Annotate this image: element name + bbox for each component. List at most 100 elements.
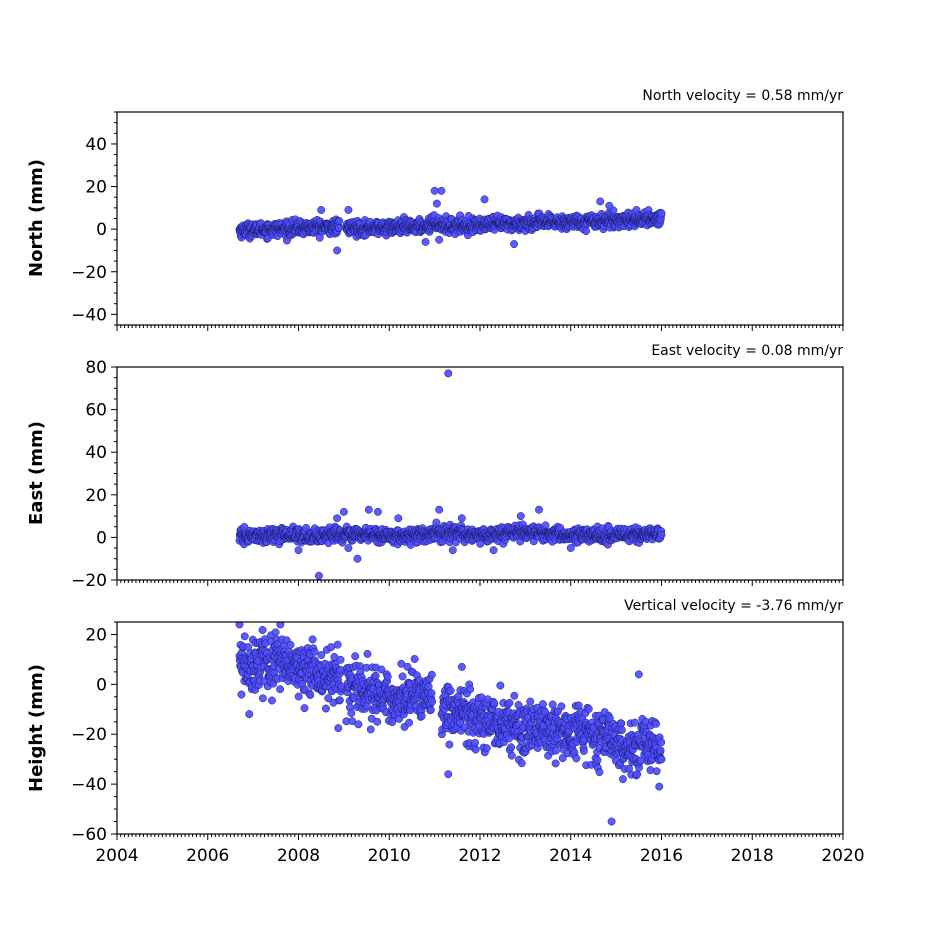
outlier-point xyxy=(437,186,446,195)
outlier-point xyxy=(276,622,285,629)
data-point xyxy=(652,767,661,776)
north-panel: North velocity = 0.58 mm/yr North (mm) −… xyxy=(26,88,844,331)
outlier-point xyxy=(314,571,323,580)
data-point xyxy=(551,759,560,768)
outlier-point xyxy=(294,546,303,555)
outlier-point xyxy=(394,514,403,523)
data-point xyxy=(579,747,588,755)
data-point xyxy=(258,694,267,703)
data-point xyxy=(496,681,505,690)
x-axis-ticks xyxy=(116,325,844,331)
data-point xyxy=(271,628,280,637)
y-tick-label: −20 xyxy=(71,571,107,591)
data-point xyxy=(335,216,344,225)
outlier-point xyxy=(566,544,575,552)
data-point xyxy=(471,745,480,754)
scatter-points xyxy=(235,186,666,255)
y-tick-label: −40 xyxy=(71,305,107,325)
data-point xyxy=(366,725,375,734)
outlier-point xyxy=(457,662,466,671)
y-tick-label: 20 xyxy=(85,486,107,506)
data-point xyxy=(268,696,276,705)
data-point xyxy=(605,714,614,723)
y-tick-label: 0 xyxy=(96,675,107,695)
height-panel: Vertical velocity = -3.76 mm/yr Height (… xyxy=(26,598,865,866)
data-point xyxy=(617,719,626,728)
outlier-point xyxy=(435,235,444,244)
data-point xyxy=(371,671,380,680)
data-point xyxy=(388,718,397,727)
data-point xyxy=(652,719,660,728)
data-point xyxy=(395,714,403,723)
outlier-point xyxy=(634,670,643,679)
data-point xyxy=(286,640,295,649)
height-velocity-annotation: Vertical velocity = -3.76 mm/yr xyxy=(624,598,843,614)
data-point xyxy=(310,647,319,656)
outlier-point xyxy=(430,186,439,195)
data-point xyxy=(551,746,560,755)
data-point xyxy=(445,740,454,749)
outlier-point xyxy=(596,197,605,206)
x-tick-label: 2008 xyxy=(277,846,320,866)
outlier-point xyxy=(317,206,326,214)
outlier-point xyxy=(618,775,627,784)
data-point xyxy=(630,718,639,727)
data-point xyxy=(617,726,626,735)
outlier-point xyxy=(435,505,444,514)
data-point xyxy=(582,227,591,236)
outlier-point xyxy=(480,195,489,204)
y-tick-label: 80 xyxy=(85,358,107,378)
data-point xyxy=(258,626,267,634)
x-tick-label: 2010 xyxy=(368,846,411,866)
scatter-points xyxy=(235,369,666,580)
outlier-point xyxy=(607,817,616,826)
data-point xyxy=(398,672,407,681)
outlier-point xyxy=(373,507,382,516)
data-point xyxy=(526,697,535,706)
north-ylabel: North (mm) xyxy=(26,159,47,277)
data-point xyxy=(446,686,455,695)
x-tick-label: 2020 xyxy=(821,846,864,866)
outlier-point xyxy=(510,240,518,249)
data-point xyxy=(593,756,602,764)
data-point xyxy=(490,699,499,708)
data-point xyxy=(657,530,666,539)
outlier-point xyxy=(448,546,457,555)
data-point xyxy=(656,746,665,755)
y-tick-label: 20 xyxy=(85,625,107,645)
data-point xyxy=(426,706,435,714)
outlier-point xyxy=(444,770,453,779)
data-point xyxy=(405,718,414,727)
y-tick-label: 20 xyxy=(85,178,107,198)
outlier-point xyxy=(457,514,466,523)
data-point xyxy=(507,751,516,760)
data-point xyxy=(427,689,436,697)
height-ylabel: Height (mm) xyxy=(26,664,47,792)
data-point xyxy=(505,698,514,707)
data-point xyxy=(324,694,333,703)
data-point xyxy=(657,209,666,218)
outlier-point xyxy=(421,237,430,246)
data-point xyxy=(306,691,315,699)
x-tick-label: 2006 xyxy=(186,846,229,866)
data-point xyxy=(321,704,330,713)
outlier-point xyxy=(444,369,453,378)
outlier-point xyxy=(333,514,342,523)
data-point xyxy=(507,743,516,752)
data-point xyxy=(557,702,566,711)
data-point xyxy=(240,632,249,641)
data-point xyxy=(428,697,437,706)
y-axis-ticks: −40 −20 0 20 40 xyxy=(71,111,117,326)
y-tick-label: 0 xyxy=(96,528,107,548)
data-point xyxy=(354,720,363,729)
data-point xyxy=(363,649,372,658)
data-point xyxy=(410,655,419,663)
data-point xyxy=(657,738,666,747)
y-tick-label: 40 xyxy=(85,135,107,155)
data-point xyxy=(510,691,519,700)
data-point xyxy=(336,655,345,664)
north-plot-area: −40 −20 0 20 40 xyxy=(71,111,844,331)
data-point xyxy=(308,635,317,644)
data-point xyxy=(584,704,593,713)
data-point xyxy=(572,754,581,763)
